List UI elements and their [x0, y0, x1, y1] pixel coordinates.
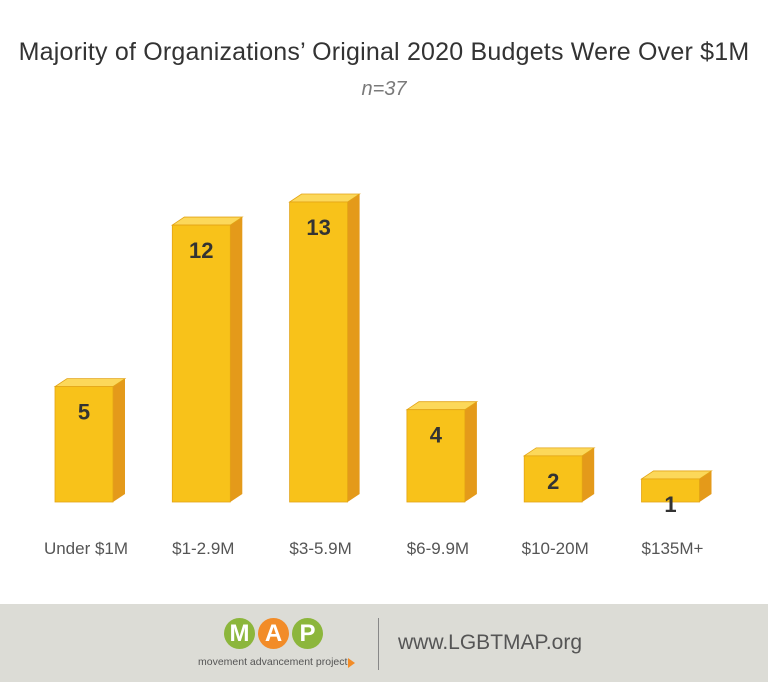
- bar-chart: 5 Under $1M 12 $1-2.9M 13 $3-5.9M 4 $6-9.9M 2 $10…: [44, 193, 713, 558]
- footer: M A P movement advancement project www.L…: [0, 604, 768, 682]
- logo-letter-a: A: [258, 618, 289, 649]
- bar-1: 12: [170, 216, 244, 503]
- bar-side: [347, 194, 360, 502]
- category-label: $1-2.9M: [172, 539, 234, 558]
- bar-top: [170, 216, 244, 226]
- chart-title: Majority of Organizations’ Original 2020…: [18, 38, 750, 66]
- bar-front: [523, 455, 583, 503]
- bar-0: 5: [53, 378, 127, 503]
- bar-3: 4: [405, 401, 479, 503]
- website-link[interactable]: www.LGBTMAP.org: [398, 631, 583, 654]
- bar-value-label: 4: [430, 423, 443, 448]
- bar-front: [54, 386, 114, 503]
- bar-top: [405, 401, 479, 411]
- bar-front: [406, 409, 466, 503]
- bar-value-label: 1: [664, 492, 676, 517]
- chart-subtitle: n=37: [361, 78, 407, 100]
- bar-top: [53, 378, 127, 388]
- bar-top: [522, 447, 596, 457]
- bar-side: [699, 470, 712, 502]
- play-arrow-icon: [348, 658, 355, 668]
- category-label: $10-20M: [522, 539, 589, 558]
- bar-side: [464, 401, 477, 502]
- bar-side: [582, 447, 595, 502]
- bar-front: [171, 224, 231, 503]
- logo-letter-m: M: [224, 618, 255, 649]
- category-label: Under $1M: [44, 539, 128, 558]
- category-label: $135M+: [642, 539, 704, 558]
- bar-5: 1: [640, 470, 713, 517]
- logo-tagline: movement advancement project: [198, 656, 348, 668]
- bar-4: 2: [522, 447, 596, 503]
- bar-top: [640, 470, 713, 480]
- bar-side: [230, 217, 243, 503]
- bar-value-label: 12: [189, 238, 213, 263]
- category-label: $6-9.9M: [407, 539, 469, 558]
- bar-2: 13: [288, 193, 361, 503]
- bar-front: [641, 478, 700, 503]
- logo-letter-p: P: [292, 618, 323, 649]
- category-label: $3-5.9M: [289, 539, 351, 558]
- footer-divider: [378, 618, 379, 670]
- bar-value-label: 2: [547, 469, 559, 494]
- bar-top: [288, 193, 361, 203]
- bar-side: [113, 378, 125, 502]
- bar-value-label: 13: [306, 215, 330, 240]
- bar-value-label: 5: [78, 400, 90, 425]
- bar-front: [289, 201, 349, 503]
- map-logo[interactable]: M A P movement advancement project: [198, 618, 368, 674]
